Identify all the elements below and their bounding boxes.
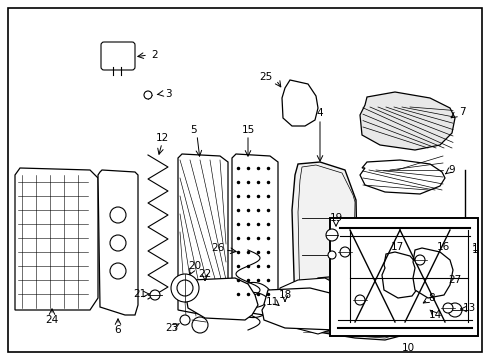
Circle shape <box>110 207 126 223</box>
Text: 3: 3 <box>165 89 172 99</box>
Polygon shape <box>262 288 345 330</box>
Polygon shape <box>292 162 358 326</box>
Polygon shape <box>413 248 453 298</box>
Circle shape <box>180 315 190 325</box>
Text: 1: 1 <box>472 243 478 253</box>
Circle shape <box>328 251 336 259</box>
Text: 26: 26 <box>211 243 224 253</box>
Text: 8: 8 <box>429 293 435 303</box>
Circle shape <box>355 295 365 305</box>
Text: 14: 14 <box>428 310 441 320</box>
Text: 16: 16 <box>437 242 450 252</box>
Circle shape <box>171 274 199 302</box>
Polygon shape <box>298 274 422 340</box>
Text: 9: 9 <box>449 165 455 175</box>
Text: 18: 18 <box>278 290 292 300</box>
Text: 22: 22 <box>198 269 212 279</box>
Polygon shape <box>282 80 318 126</box>
Text: 25: 25 <box>259 72 272 82</box>
Polygon shape <box>232 154 278 316</box>
Text: 20: 20 <box>189 261 201 271</box>
Text: 21: 21 <box>133 289 147 299</box>
Polygon shape <box>360 92 455 150</box>
Circle shape <box>110 263 126 279</box>
Circle shape <box>443 303 453 313</box>
Text: 12: 12 <box>155 133 169 143</box>
Text: 1: 1 <box>472 245 478 255</box>
Text: 27: 27 <box>448 275 462 285</box>
Polygon shape <box>278 278 342 334</box>
Text: 2: 2 <box>152 50 158 60</box>
Polygon shape <box>178 154 228 318</box>
Circle shape <box>150 290 160 300</box>
FancyBboxPatch shape <box>101 42 135 70</box>
Text: 19: 19 <box>329 213 343 223</box>
Circle shape <box>110 235 126 251</box>
Text: 15: 15 <box>242 125 255 135</box>
Polygon shape <box>186 278 258 320</box>
Circle shape <box>192 317 208 333</box>
Text: 10: 10 <box>401 343 415 353</box>
Text: 24: 24 <box>46 315 59 325</box>
Text: 7: 7 <box>459 107 466 117</box>
Text: 4: 4 <box>317 108 323 118</box>
Text: 13: 13 <box>463 303 476 313</box>
Polygon shape <box>360 160 445 194</box>
Polygon shape <box>382 252 420 298</box>
Polygon shape <box>15 168 98 310</box>
Text: 11: 11 <box>266 297 279 307</box>
Text: 5: 5 <box>190 125 196 135</box>
Text: 6: 6 <box>115 325 122 335</box>
Polygon shape <box>98 170 138 315</box>
Circle shape <box>415 255 425 265</box>
Circle shape <box>177 280 193 296</box>
Text: 17: 17 <box>391 242 404 252</box>
Bar <box>330 218 478 336</box>
Circle shape <box>340 247 350 257</box>
Circle shape <box>448 303 462 317</box>
Circle shape <box>326 229 338 241</box>
Circle shape <box>144 91 152 99</box>
Text: 23: 23 <box>166 323 179 333</box>
